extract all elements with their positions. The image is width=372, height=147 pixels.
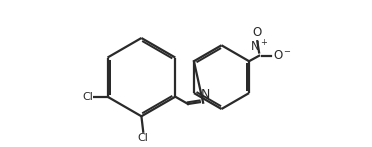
Text: Cl: Cl [138,133,149,143]
Text: $\mathregular{O^-}$: $\mathregular{O^-}$ [273,49,292,62]
Text: $\mathregular{N^+}$: $\mathregular{N^+}$ [250,40,268,55]
Text: N: N [201,88,210,101]
Text: O: O [253,26,262,39]
Text: Cl: Cl [82,92,93,102]
